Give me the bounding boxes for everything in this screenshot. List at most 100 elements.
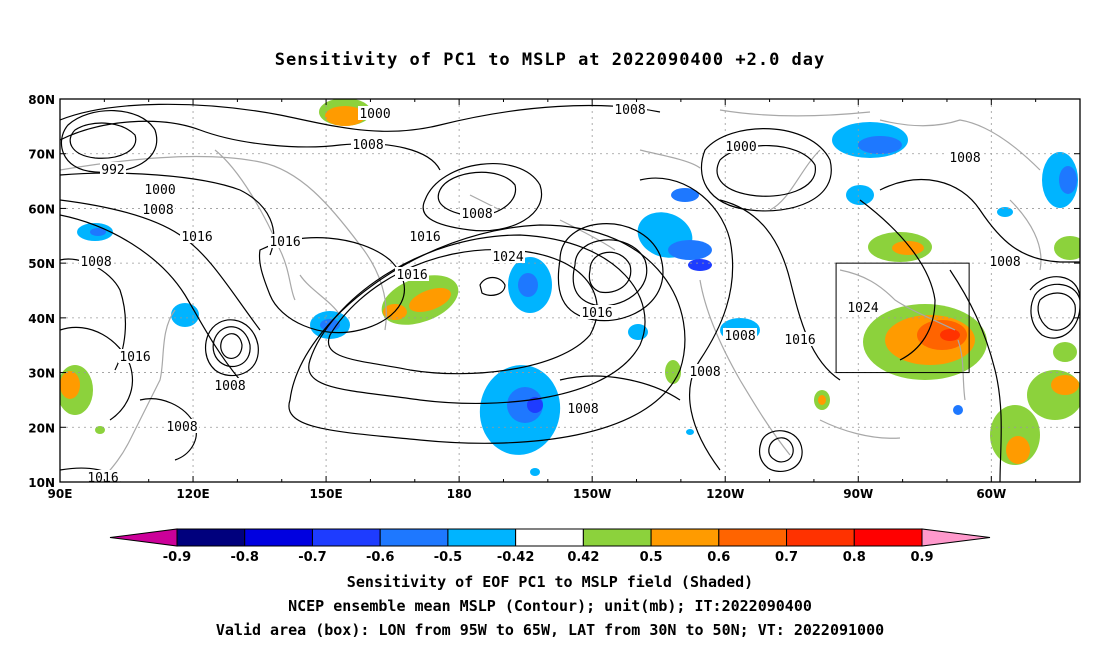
shade-blob (1051, 375, 1079, 395)
contour-label-bg (723, 328, 757, 342)
coastline-segment (769, 149, 821, 211)
isobar (588, 251, 632, 294)
shade-blob (671, 188, 699, 202)
shade-blob (665, 360, 681, 384)
contour-label-bg (491, 249, 525, 263)
y-tick-label: 70N (28, 148, 55, 162)
grid-lines (60, 99, 1080, 482)
shade-blob (858, 136, 902, 154)
colorbar-segment (311, 528, 381, 547)
colorbar-label: 0.9 (910, 550, 933, 565)
isobar (768, 437, 794, 463)
contour-label-bg (460, 206, 494, 220)
contour-label: 1008 (461, 207, 492, 222)
contour-label: 1024 (492, 250, 523, 265)
contour-label-bg (408, 229, 442, 243)
isobar (949, 269, 1002, 482)
shade-blob (95, 426, 105, 434)
x-tick-label: 60W (976, 487, 1006, 501)
shade-blob (940, 329, 960, 341)
colorbar-label: -0.8 (231, 550, 259, 565)
contour-label-bg (351, 137, 385, 151)
isobar (1030, 283, 1080, 339)
contour-label: 1016 (119, 350, 150, 365)
shade-blob (527, 397, 543, 413)
contour-label-bg (180, 229, 214, 243)
contour-label-bg (268, 234, 302, 248)
coastline-segment (719, 109, 871, 117)
y-tick-label: 60N (28, 202, 55, 216)
x-tick-label: 150W (573, 487, 611, 501)
shade-blob (409, 287, 451, 313)
isobar (639, 177, 734, 471)
contour-label: 992 (101, 163, 124, 178)
colorbar-over-triangle (921, 528, 991, 547)
contour-label: 1008 (142, 203, 173, 218)
contour-label: 1016 (181, 230, 212, 245)
colorbar: -0.9 -0.8 -0.7 -0.6 -0.5 -0.42 0.42 0.5 0.6 0.7 0.… (109, 528, 991, 565)
isobar (204, 319, 259, 377)
contour-label: 1016 (581, 306, 612, 321)
axis-ticks: 90E 120E 150E 180 150W 120W 90W 60W 10N 20N 30N 40N… (28, 93, 1080, 501)
colorbar-segment (244, 528, 313, 547)
x-tick-label: 180 (447, 487, 472, 501)
x-tick-label: 90E (48, 487, 73, 501)
x-tick-label: 120E (176, 487, 209, 501)
contour-label-bg (213, 378, 247, 392)
colorbar-segment (582, 528, 652, 547)
contour-label-bg (79, 254, 113, 268)
contour-label: 1008 (166, 420, 197, 435)
y-tick-label: 10N (28, 476, 55, 490)
contour-label-bg (141, 202, 175, 216)
contour-label-bg (688, 364, 722, 378)
isobar (716, 144, 816, 197)
caption-line-3: Valid area (box): LON from 95W to 65W, L… (215, 621, 885, 639)
shade-blob (325, 106, 365, 126)
shade-blob (1059, 166, 1077, 194)
contour-label-bg (395, 267, 429, 281)
coastline-segment (299, 274, 341, 316)
isobar (572, 239, 648, 307)
contour-label: 1000 (725, 140, 756, 155)
shade-blob (688, 259, 712, 271)
colorbar-segment (379, 528, 449, 547)
coastline-segment (60, 155, 387, 331)
isobar (479, 276, 506, 296)
caption-line-2: NCEP ensemble mean MSLP (Contour); unit(… (288, 597, 812, 615)
colorbar-label: -0.6 (366, 550, 394, 565)
isobar (1037, 292, 1076, 331)
isobar (859, 199, 936, 361)
coastline-segment (559, 219, 616, 251)
contour-label: 1008 (352, 138, 383, 153)
y-tick-label: 40N (28, 312, 55, 326)
contour-label-bg (846, 300, 880, 314)
colorbar-segment (447, 528, 517, 547)
y-tick-label: 30N (28, 367, 55, 381)
contour-label-bg (118, 349, 152, 363)
shade-blob (60, 371, 80, 399)
contour-label: 1008 (949, 151, 980, 166)
shade-blob (997, 207, 1013, 217)
contour-label: 1024 (847, 301, 878, 316)
coastline-segment (639, 149, 701, 169)
colorbar-segment (650, 528, 720, 547)
contour-label-bg (988, 254, 1022, 268)
contour-label-bg (566, 401, 600, 415)
isobar (879, 179, 1080, 263)
shade-blob (507, 387, 543, 423)
shade-blob (846, 185, 874, 205)
shade-blob (1054, 236, 1080, 260)
contour-label: 1008 (614, 103, 645, 118)
isobar (422, 163, 543, 232)
coastline-segment (469, 194, 501, 211)
contour-label: 1016 (396, 268, 427, 283)
colorbar-label: 0.8 (843, 550, 866, 565)
colorbar-segment (176, 528, 246, 547)
isobar (60, 258, 127, 371)
coastline-segment (879, 119, 1041, 171)
isobar (60, 103, 661, 132)
y-tick-label: 50N (28, 257, 55, 271)
contour-label-bg (613, 102, 647, 116)
colorbar-segment (853, 528, 923, 547)
